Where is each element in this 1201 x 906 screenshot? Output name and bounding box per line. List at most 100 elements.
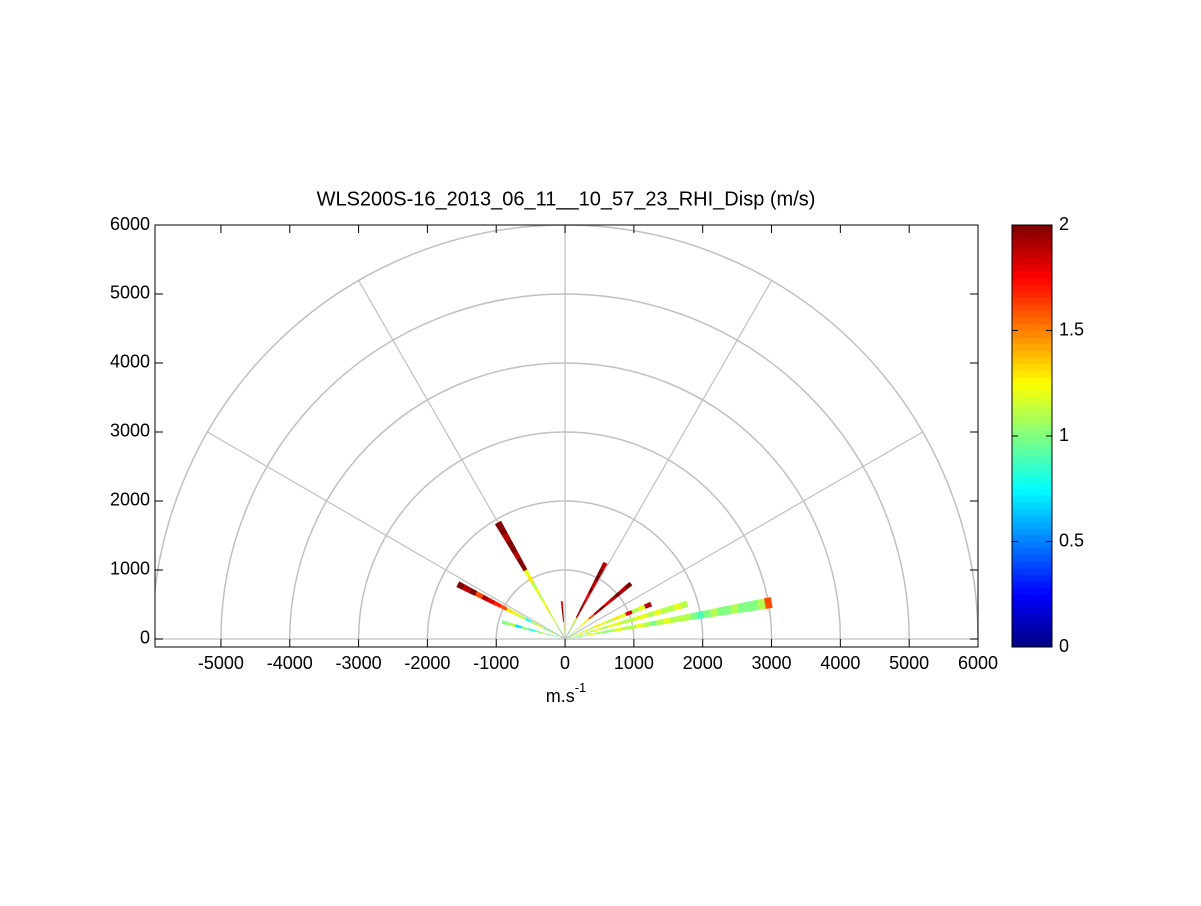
range-gate — [523, 569, 531, 578]
range-gate — [599, 621, 607, 626]
range-gate — [743, 601, 753, 612]
range-gate — [528, 628, 536, 632]
colorbar-cell — [1012, 449, 1052, 457]
range-gate — [629, 624, 637, 630]
range-gate — [594, 574, 601, 582]
range-gate — [615, 627, 623, 632]
range-gate — [656, 619, 664, 626]
range-gate — [594, 627, 602, 632]
colorbar-cell — [1012, 323, 1052, 331]
chart-title: WLS200S-16_2013_06_11__10_57_23_RHI_Disp… — [317, 188, 816, 210]
range-gate — [512, 611, 520, 617]
colorbar-cell — [1012, 251, 1052, 259]
y-tick-label: 0 — [140, 628, 150, 648]
x-tick-label: 4000 — [820, 653, 860, 673]
range-gate — [637, 604, 646, 612]
colorbar-cell — [1012, 330, 1052, 338]
range-gate — [552, 617, 557, 625]
range-gate — [566, 629, 571, 636]
range-gate — [601, 625, 609, 630]
x-tick-label: 6000 — [958, 653, 998, 673]
colorbar-cell — [1012, 297, 1052, 305]
x-tick-label: -1000 — [473, 653, 519, 673]
colorbar-cell — [1012, 554, 1052, 562]
range-gate — [534, 630, 542, 634]
range-gate — [679, 600, 689, 609]
range-gate — [561, 608, 564, 616]
colorbar-cell — [1012, 521, 1052, 529]
colorbar-cell — [1012, 607, 1052, 615]
range-gate — [620, 619, 629, 625]
range-gate — [568, 634, 575, 638]
range-gate — [521, 626, 529, 631]
x-tick-label: 2000 — [683, 653, 723, 673]
y-tick-label: 2000 — [110, 490, 150, 510]
range-gate — [568, 635, 576, 639]
range-gate — [581, 598, 588, 606]
range-gate — [624, 581, 633, 590]
colorbar-cell — [1012, 508, 1052, 516]
x-tick-label: -5000 — [198, 653, 244, 673]
range-gate — [456, 581, 466, 590]
range-gate — [524, 617, 532, 623]
x-tick-label: 5000 — [889, 653, 929, 673]
colorbar-cell — [1012, 587, 1052, 595]
range-gate — [549, 630, 556, 635]
colorbar-cell — [1012, 383, 1052, 391]
colorbar-cell — [1012, 409, 1052, 417]
colorbar-cell — [1012, 317, 1052, 325]
range-gate — [560, 601, 564, 609]
colorbar-cell — [1012, 396, 1052, 404]
x-tick-label: -2000 — [404, 653, 450, 673]
range-gate — [643, 601, 653, 609]
colorbar-cell — [1012, 389, 1052, 397]
range-gate — [501, 620, 509, 626]
range-gate — [581, 634, 589, 637]
range-gate — [676, 614, 685, 623]
range-gate — [730, 603, 739, 615]
range-gate — [518, 614, 526, 620]
range-gate — [493, 601, 502, 608]
colorbar-cell — [1012, 422, 1052, 430]
range-gate — [569, 623, 574, 630]
colorbar-cell — [1012, 264, 1052, 272]
colorbar-cell — [1012, 574, 1052, 582]
range-gate — [595, 631, 603, 635]
range-gate — [600, 561, 608, 570]
x-axis-label-exponent: -1 — [575, 680, 587, 695]
range-gate — [530, 581, 538, 589]
range-gate — [538, 593, 544, 601]
range-gate — [487, 597, 496, 605]
colorbar-cell — [1012, 442, 1052, 450]
colorbar-cell — [1012, 633, 1052, 641]
range-gate — [612, 615, 620, 621]
colorbar-cell — [1012, 515, 1052, 523]
colorbar-cell — [1012, 581, 1052, 589]
range-gate — [494, 520, 505, 531]
range-gate — [506, 607, 514, 614]
range-gate — [619, 586, 627, 594]
colorbar-cell — [1012, 257, 1052, 266]
colorbar-cell — [1012, 620, 1052, 628]
colorbar-cell — [1012, 290, 1052, 299]
x-tick-label: -3000 — [336, 653, 382, 673]
range-gate — [673, 602, 682, 611]
y-tick-label: 5000 — [110, 283, 150, 303]
range-gate — [764, 597, 773, 609]
range-gate — [548, 634, 556, 637]
y-tick-label: 6000 — [110, 214, 150, 234]
range-gate — [647, 610, 656, 618]
range-gate — [666, 604, 675, 613]
range-gate — [588, 632, 596, 636]
range-gate — [574, 632, 582, 636]
range-gate — [574, 633, 582, 637]
range-gate — [608, 628, 617, 633]
range-gate — [588, 613, 595, 620]
range-gate — [716, 606, 726, 617]
colorbar-cell — [1012, 238, 1052, 246]
range-gate — [534, 587, 541, 595]
colorbar-cell — [1012, 534, 1052, 542]
range-gate — [567, 632, 574, 637]
range-gate — [587, 626, 595, 631]
grid-spoke — [207, 431, 566, 640]
